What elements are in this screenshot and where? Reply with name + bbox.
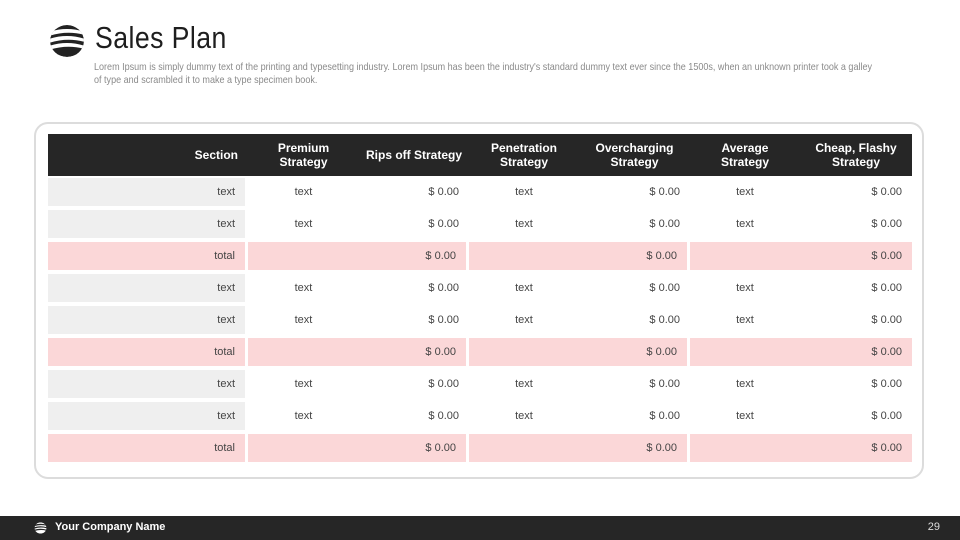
sales-plan-table: Section Premium Strategy Rips off Strategy… (48, 134, 912, 466)
table-cell: text (690, 274, 800, 306)
total-cell (690, 338, 800, 370)
total-cell: $ 0.00 (359, 434, 469, 466)
table-cell: $ 0.00 (359, 402, 469, 434)
table-cell: text (469, 370, 579, 402)
table-cell: text (248, 210, 359, 242)
table-cell: $ 0.00 (579, 176, 690, 210)
table-cell: $ 0.00 (800, 210, 912, 242)
total-cell: $ 0.00 (359, 338, 469, 370)
table-header-row: Section Premium Strategy Rips off Strategy… (48, 134, 912, 176)
total-cell (248, 434, 359, 466)
footer-bar: Your Company Name 29 (0, 516, 960, 540)
table-cell: text (690, 210, 800, 242)
total-cell: $ 0.00 (800, 338, 912, 370)
total-cell (248, 242, 359, 274)
table-cell: text (690, 402, 800, 434)
table-cell: $ 0.00 (359, 306, 469, 338)
table-row: text text $ 0.00 text $ 0.00 text $ 0.00 (48, 176, 912, 210)
company-name: Your Company Name (55, 521, 166, 533)
table-cell: $ 0.00 (800, 402, 912, 434)
table-cell: text (248, 306, 359, 338)
total-cell: $ 0.00 (359, 242, 469, 274)
total-row: total $ 0.00 $ 0.00 $ 0.00 (48, 434, 912, 466)
total-cell (690, 434, 800, 466)
table-cell: text (469, 210, 579, 242)
table-cell: text (48, 274, 248, 306)
striped-globe-icon (34, 522, 47, 534)
column-header: Rips off Strategy (359, 134, 469, 176)
total-cell: $ 0.00 (800, 242, 912, 274)
column-header: Cheap, Flashy Strategy (800, 134, 912, 176)
table-cell: text (248, 370, 359, 402)
column-header: Section (48, 134, 248, 176)
table-cell: text (469, 176, 579, 210)
column-header: Penetration Strategy (469, 134, 579, 176)
table-cell: $ 0.00 (359, 210, 469, 242)
table-cell: text (248, 176, 359, 210)
table-cell: text (48, 306, 248, 338)
table-cell: text (469, 274, 579, 306)
table-cell: text (248, 402, 359, 434)
table-cell: $ 0.00 (579, 370, 690, 402)
table-cell: $ 0.00 (359, 274, 469, 306)
total-cell: $ 0.00 (579, 434, 690, 466)
table-cell: text (48, 176, 248, 210)
column-header: Premium Strategy (248, 134, 359, 176)
table-cell: text (248, 274, 359, 306)
table-row: text text $ 0.00 text $ 0.00 text $ 0.00 (48, 274, 912, 306)
table-cell: text (48, 370, 248, 402)
table-cell: text (469, 402, 579, 434)
table-cell: text (690, 370, 800, 402)
column-header: Overcharging Strategy (579, 134, 690, 176)
table-cell: $ 0.00 (579, 274, 690, 306)
table-cell: text (48, 210, 248, 242)
page-subtitle: Lorem Ipsum is simply dummy text of the … (94, 61, 873, 86)
column-header: Average Strategy (690, 134, 800, 176)
table-row: text text $ 0.00 text $ 0.00 text $ 0.00 (48, 370, 912, 402)
total-cell (248, 338, 359, 370)
table-row: text text $ 0.00 text $ 0.00 text $ 0.00 (48, 210, 912, 242)
total-cell: $ 0.00 (579, 338, 690, 370)
table-cell: $ 0.00 (579, 306, 690, 338)
table-cell: $ 0.00 (800, 274, 912, 306)
total-label: total (48, 434, 248, 466)
table-row: text text $ 0.00 text $ 0.00 text $ 0.00 (48, 402, 912, 434)
total-row: total $ 0.00 $ 0.00 $ 0.00 (48, 242, 912, 274)
table-cell: text (690, 306, 800, 338)
table-row: text text $ 0.00 text $ 0.00 text $ 0.00 (48, 306, 912, 338)
total-cell: $ 0.00 (579, 242, 690, 274)
total-cell (690, 242, 800, 274)
total-cell: $ 0.00 (800, 434, 912, 466)
table-cell: text (469, 306, 579, 338)
total-row: total $ 0.00 $ 0.00 $ 0.00 (48, 338, 912, 370)
total-cell (469, 434, 579, 466)
table-cell: text (48, 402, 248, 434)
total-label: total (48, 338, 248, 370)
table-cell: $ 0.00 (800, 306, 912, 338)
total-label: total (48, 242, 248, 274)
page-number: 29 (927, 521, 940, 533)
table-cell: $ 0.00 (800, 370, 912, 402)
table-cell: $ 0.00 (579, 210, 690, 242)
page-title: Sales Plan (95, 20, 227, 55)
table-cell: $ 0.00 (579, 402, 690, 434)
striped-globe-icon (50, 25, 84, 57)
table-cell: $ 0.00 (359, 370, 469, 402)
total-cell (469, 338, 579, 370)
table-cell: $ 0.00 (800, 176, 912, 210)
table-cell: $ 0.00 (359, 176, 469, 210)
total-cell (469, 242, 579, 274)
table-cell: text (690, 176, 800, 210)
